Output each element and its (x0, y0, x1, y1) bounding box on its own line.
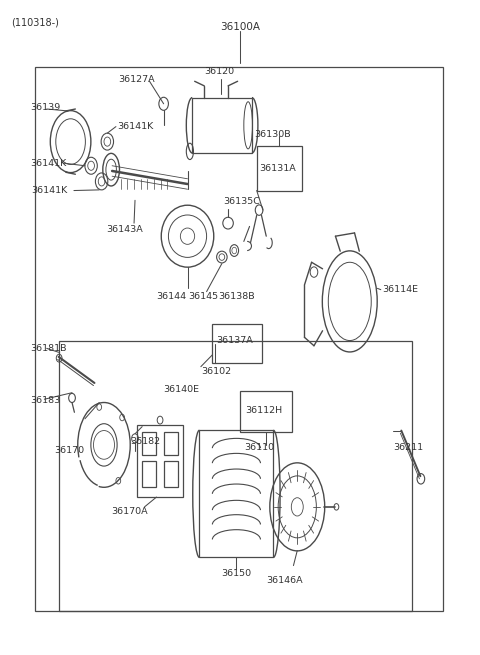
Text: 36130B: 36130B (254, 130, 291, 139)
Text: 36127A: 36127A (118, 75, 155, 84)
Text: 36145: 36145 (189, 292, 218, 301)
Text: 36181B: 36181B (30, 344, 67, 353)
Bar (257, 146, 302, 191)
Bar (142, 461, 156, 487)
Bar (164, 461, 178, 487)
Bar (59, 341, 412, 611)
Text: 36120: 36120 (204, 67, 234, 76)
Bar (35, 67, 443, 611)
Text: 36131A: 36131A (260, 164, 296, 173)
Text: 36170A: 36170A (111, 507, 148, 516)
Bar (164, 432, 178, 455)
Text: 36112H: 36112H (245, 406, 282, 415)
Bar (137, 425, 183, 497)
Bar (212, 324, 263, 364)
Text: 36110: 36110 (244, 443, 274, 452)
Text: 36137A: 36137A (216, 336, 253, 345)
Text: 36143A: 36143A (107, 225, 143, 234)
Text: 36183: 36183 (30, 396, 60, 405)
Bar (240, 392, 292, 432)
Text: 36211: 36211 (394, 443, 424, 452)
Bar (142, 432, 156, 455)
Text: 36182: 36182 (130, 437, 160, 446)
Text: 36170: 36170 (54, 445, 84, 455)
Text: 36102: 36102 (201, 367, 231, 377)
Bar (199, 430, 274, 557)
Text: 36138B: 36138B (218, 292, 255, 301)
Text: 36135C: 36135C (223, 197, 260, 206)
Bar (192, 98, 252, 153)
Text: 36141K: 36141K (31, 186, 67, 195)
Text: 36114E: 36114E (382, 285, 418, 294)
Text: 36141K: 36141K (30, 159, 66, 168)
Text: (110318-): (110318-) (11, 18, 59, 28)
Text: 36150: 36150 (221, 569, 252, 578)
Text: 36146A: 36146A (266, 576, 303, 585)
Text: 36100A: 36100A (220, 22, 260, 32)
Text: 36141K: 36141K (117, 122, 153, 131)
Text: 36139: 36139 (30, 103, 60, 111)
Text: 36140E: 36140E (164, 385, 200, 394)
Text: 36144: 36144 (156, 291, 187, 301)
